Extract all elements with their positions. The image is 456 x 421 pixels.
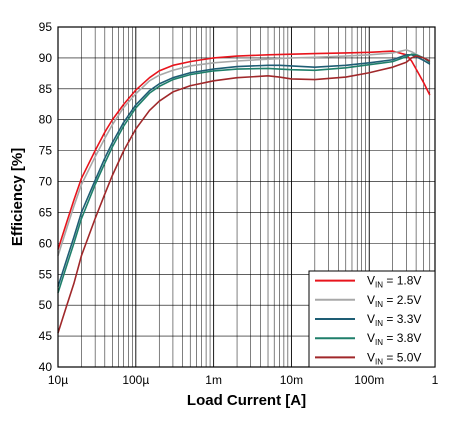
- x-tick-label: 1: [432, 373, 439, 387]
- legend-label: VIN = 2.5V: [367, 293, 421, 309]
- y-tick-label: 75: [39, 144, 53, 158]
- grid-lines: [57, 26, 436, 368]
- series-line: [57, 54, 431, 287]
- x-tick-label: 1m: [205, 373, 222, 387]
- x-tick-label: 10m: [280, 373, 303, 387]
- legend-label: VIN = 5.0V: [367, 350, 421, 366]
- y-tick-label: 40: [39, 360, 53, 374]
- y-tick-label: 70: [39, 175, 53, 189]
- legend-label: VIN = 1.8V: [367, 274, 421, 290]
- y-tick-label: 90: [39, 51, 53, 65]
- y-tick-label: 45: [39, 329, 53, 343]
- series-line: [57, 53, 431, 294]
- legend: VIN = 1.8V VIN = 2.5V VIN = 3.3V VIN = 3.8V…: [308, 270, 436, 368]
- y-tick-label: 95: [39, 20, 53, 34]
- series-line: [57, 49, 431, 256]
- plot-area-frame: [57, 26, 436, 368]
- y-tick-label: 80: [39, 113, 53, 127]
- series-line: [57, 55, 431, 334]
- x-axis-title: Load Current [A]: [187, 392, 306, 409]
- x-tick-label: 10µ: [48, 373, 68, 387]
- legend-label: VIN = 3.8V: [367, 331, 421, 347]
- y-tick-label: 50: [39, 298, 53, 312]
- legend-label: VIN = 3.3V: [367, 312, 421, 328]
- series-lines: [57, 49, 431, 334]
- x-tick-label: 100m: [354, 373, 384, 387]
- series-line: [57, 50, 431, 250]
- y-tick-label: 85: [39, 82, 53, 96]
- y-axis-title: Efficiency [%]: [9, 148, 26, 246]
- y-tick-label: 55: [39, 267, 53, 281]
- y-tick-label: 65: [39, 205, 53, 219]
- x-tick-label: 100µ: [122, 373, 149, 387]
- y-tick-label: 60: [39, 236, 53, 250]
